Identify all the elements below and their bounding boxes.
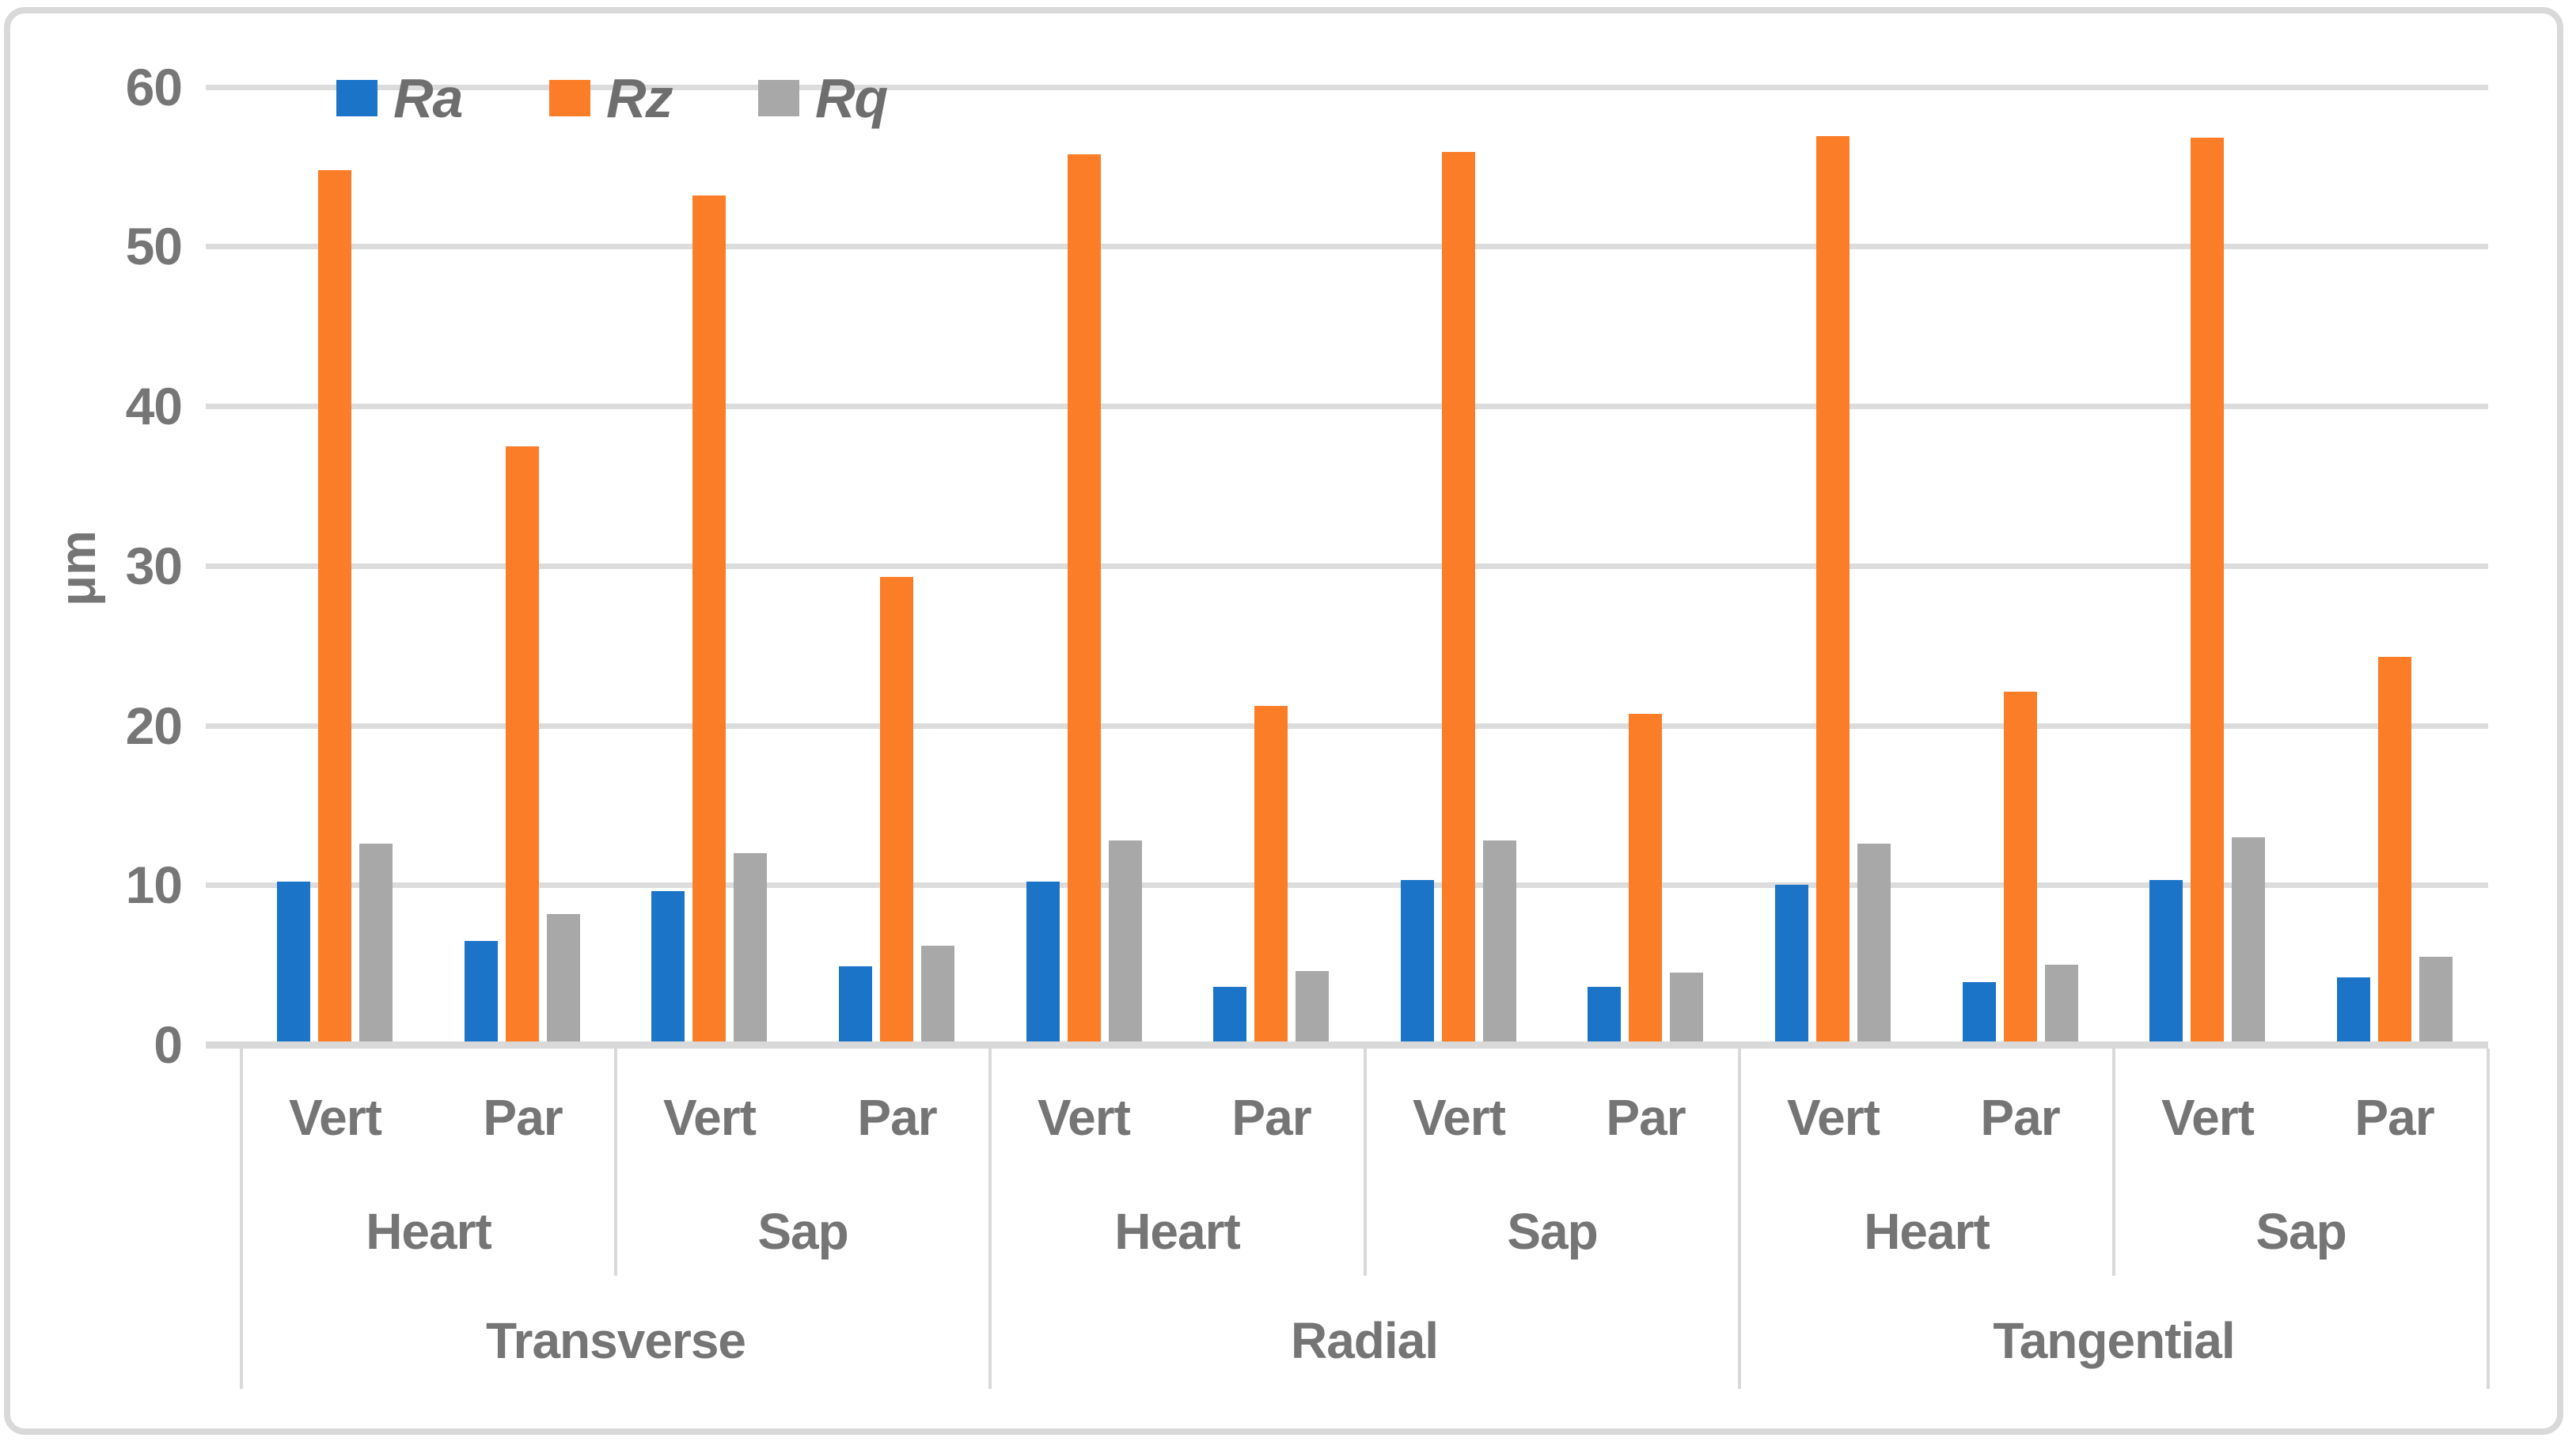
cat-direction-9: Par bbox=[1980, 1089, 2060, 1146]
bar-rq-10 bbox=[2232, 837, 2265, 1046]
y-tick-20: 20 bbox=[125, 696, 183, 755]
bar-rq-1 bbox=[547, 914, 580, 1046]
gridline-40 bbox=[206, 404, 2488, 409]
bar-ra-8 bbox=[1775, 885, 1808, 1046]
bar-ra-10 bbox=[2149, 880, 2183, 1046]
bar-rz-9 bbox=[2004, 692, 2037, 1046]
cat-section-1: Radial bbox=[1290, 1312, 1439, 1369]
bar-rq-0 bbox=[359, 844, 393, 1046]
bar-ra-11 bbox=[2337, 977, 2370, 1046]
y-axis-title: μm bbox=[49, 529, 106, 607]
cat-wood-5: Sap bbox=[2255, 1203, 2346, 1260]
cat-direction-7: Par bbox=[1606, 1089, 1686, 1146]
gridline-20 bbox=[206, 723, 2488, 729]
cat-direction-8: Vert bbox=[1787, 1089, 1880, 1146]
bar-rz-0 bbox=[318, 170, 351, 1046]
bar-rq-6 bbox=[1483, 840, 1516, 1046]
bar-rq-3 bbox=[921, 946, 954, 1046]
bar-rz-1 bbox=[506, 446, 539, 1046]
bar-rq-8 bbox=[1857, 844, 1891, 1046]
bar-rq-11 bbox=[2419, 957, 2453, 1046]
section-divider bbox=[240, 1049, 243, 1389]
bar-rq-5 bbox=[1296, 971, 1329, 1046]
bar-rz-6 bbox=[1442, 152, 1475, 1046]
bar-ra-1 bbox=[465, 941, 498, 1046]
rz-legend-swatch bbox=[549, 80, 590, 116]
bar-ra-6 bbox=[1401, 880, 1434, 1046]
bar-rz-7 bbox=[1629, 714, 1662, 1046]
bar-rz-5 bbox=[1254, 706, 1288, 1046]
section-divider bbox=[988, 1049, 992, 1389]
y-tick-40: 40 bbox=[125, 377, 183, 435]
rq-legend-label: Rq bbox=[815, 67, 888, 129]
bar-ra-9 bbox=[1963, 982, 1996, 1046]
cat-section-2: Tangential bbox=[1993, 1312, 2235, 1369]
bar-rz-2 bbox=[692, 195, 726, 1046]
ra-legend-swatch bbox=[336, 80, 377, 116]
bar-ra-3 bbox=[839, 966, 872, 1046]
bar-ra-0 bbox=[277, 882, 310, 1046]
bar-ra-4 bbox=[1026, 882, 1060, 1046]
wood-divider bbox=[614, 1049, 617, 1276]
gridline-10 bbox=[206, 882, 2488, 888]
rq-legend-swatch bbox=[758, 80, 799, 116]
legend-item-ra: Ra bbox=[336, 67, 463, 129]
cat-direction-6: Vert bbox=[1413, 1089, 1506, 1146]
bar-ra-5 bbox=[1213, 987, 1246, 1046]
y-tick-10: 10 bbox=[125, 855, 183, 914]
rz-legend-label: Rz bbox=[606, 67, 673, 129]
y-tick-60: 60 bbox=[125, 58, 183, 116]
wood-divider bbox=[2112, 1049, 2115, 1276]
cat-direction-1: Par bbox=[483, 1089, 563, 1146]
bar-rz-10 bbox=[2191, 138, 2224, 1046]
bar-rq-7 bbox=[1670, 973, 1703, 1046]
bar-rq-2 bbox=[734, 853, 767, 1046]
cat-direction-3: Par bbox=[857, 1089, 937, 1146]
y-tick-30: 30 bbox=[125, 537, 183, 595]
bar-ra-7 bbox=[1588, 987, 1621, 1046]
bar-rz-8 bbox=[1816, 136, 1849, 1046]
bar-rz-11 bbox=[2378, 657, 2411, 1046]
cat-direction-0: Vert bbox=[289, 1089, 382, 1146]
legend-item-rq: Rq bbox=[758, 67, 888, 129]
section-divider bbox=[2487, 1049, 2490, 1389]
ra-legend-label: Ra bbox=[393, 67, 463, 129]
gridline-60 bbox=[206, 85, 2488, 90]
cat-wood-0: Heart bbox=[366, 1203, 492, 1260]
x-axis-line bbox=[206, 1041, 2488, 1049]
y-tick-0: 0 bbox=[154, 1015, 183, 1074]
cat-section-0: Transverse bbox=[485, 1312, 746, 1369]
bar-rz-4 bbox=[1068, 154, 1101, 1046]
bar-ra-2 bbox=[651, 891, 685, 1046]
cat-direction-11: Par bbox=[2354, 1089, 2434, 1146]
section-divider bbox=[1738, 1049, 1741, 1389]
gridline-50 bbox=[206, 244, 2488, 249]
cat-direction-10: Vert bbox=[2161, 1089, 2255, 1146]
bar-rq-4 bbox=[1109, 840, 1142, 1046]
cat-wood-3: Sap bbox=[1507, 1203, 1598, 1260]
legend-item-rz: Rz bbox=[549, 67, 673, 129]
cat-direction-4: Vert bbox=[1038, 1089, 1131, 1146]
cat-direction-2: Vert bbox=[663, 1089, 757, 1146]
gridline-30 bbox=[206, 563, 2488, 569]
bar-rz-3 bbox=[880, 577, 913, 1046]
cat-wood-1: Sap bbox=[757, 1203, 848, 1260]
cat-direction-5: Par bbox=[1231, 1089, 1311, 1146]
cat-wood-4: Heart bbox=[1864, 1203, 1990, 1260]
cat-wood-2: Heart bbox=[1114, 1203, 1241, 1260]
y-tick-50: 50 bbox=[125, 217, 183, 275]
bar-rq-9 bbox=[2045, 965, 2078, 1046]
wood-divider bbox=[1364, 1049, 1367, 1276]
